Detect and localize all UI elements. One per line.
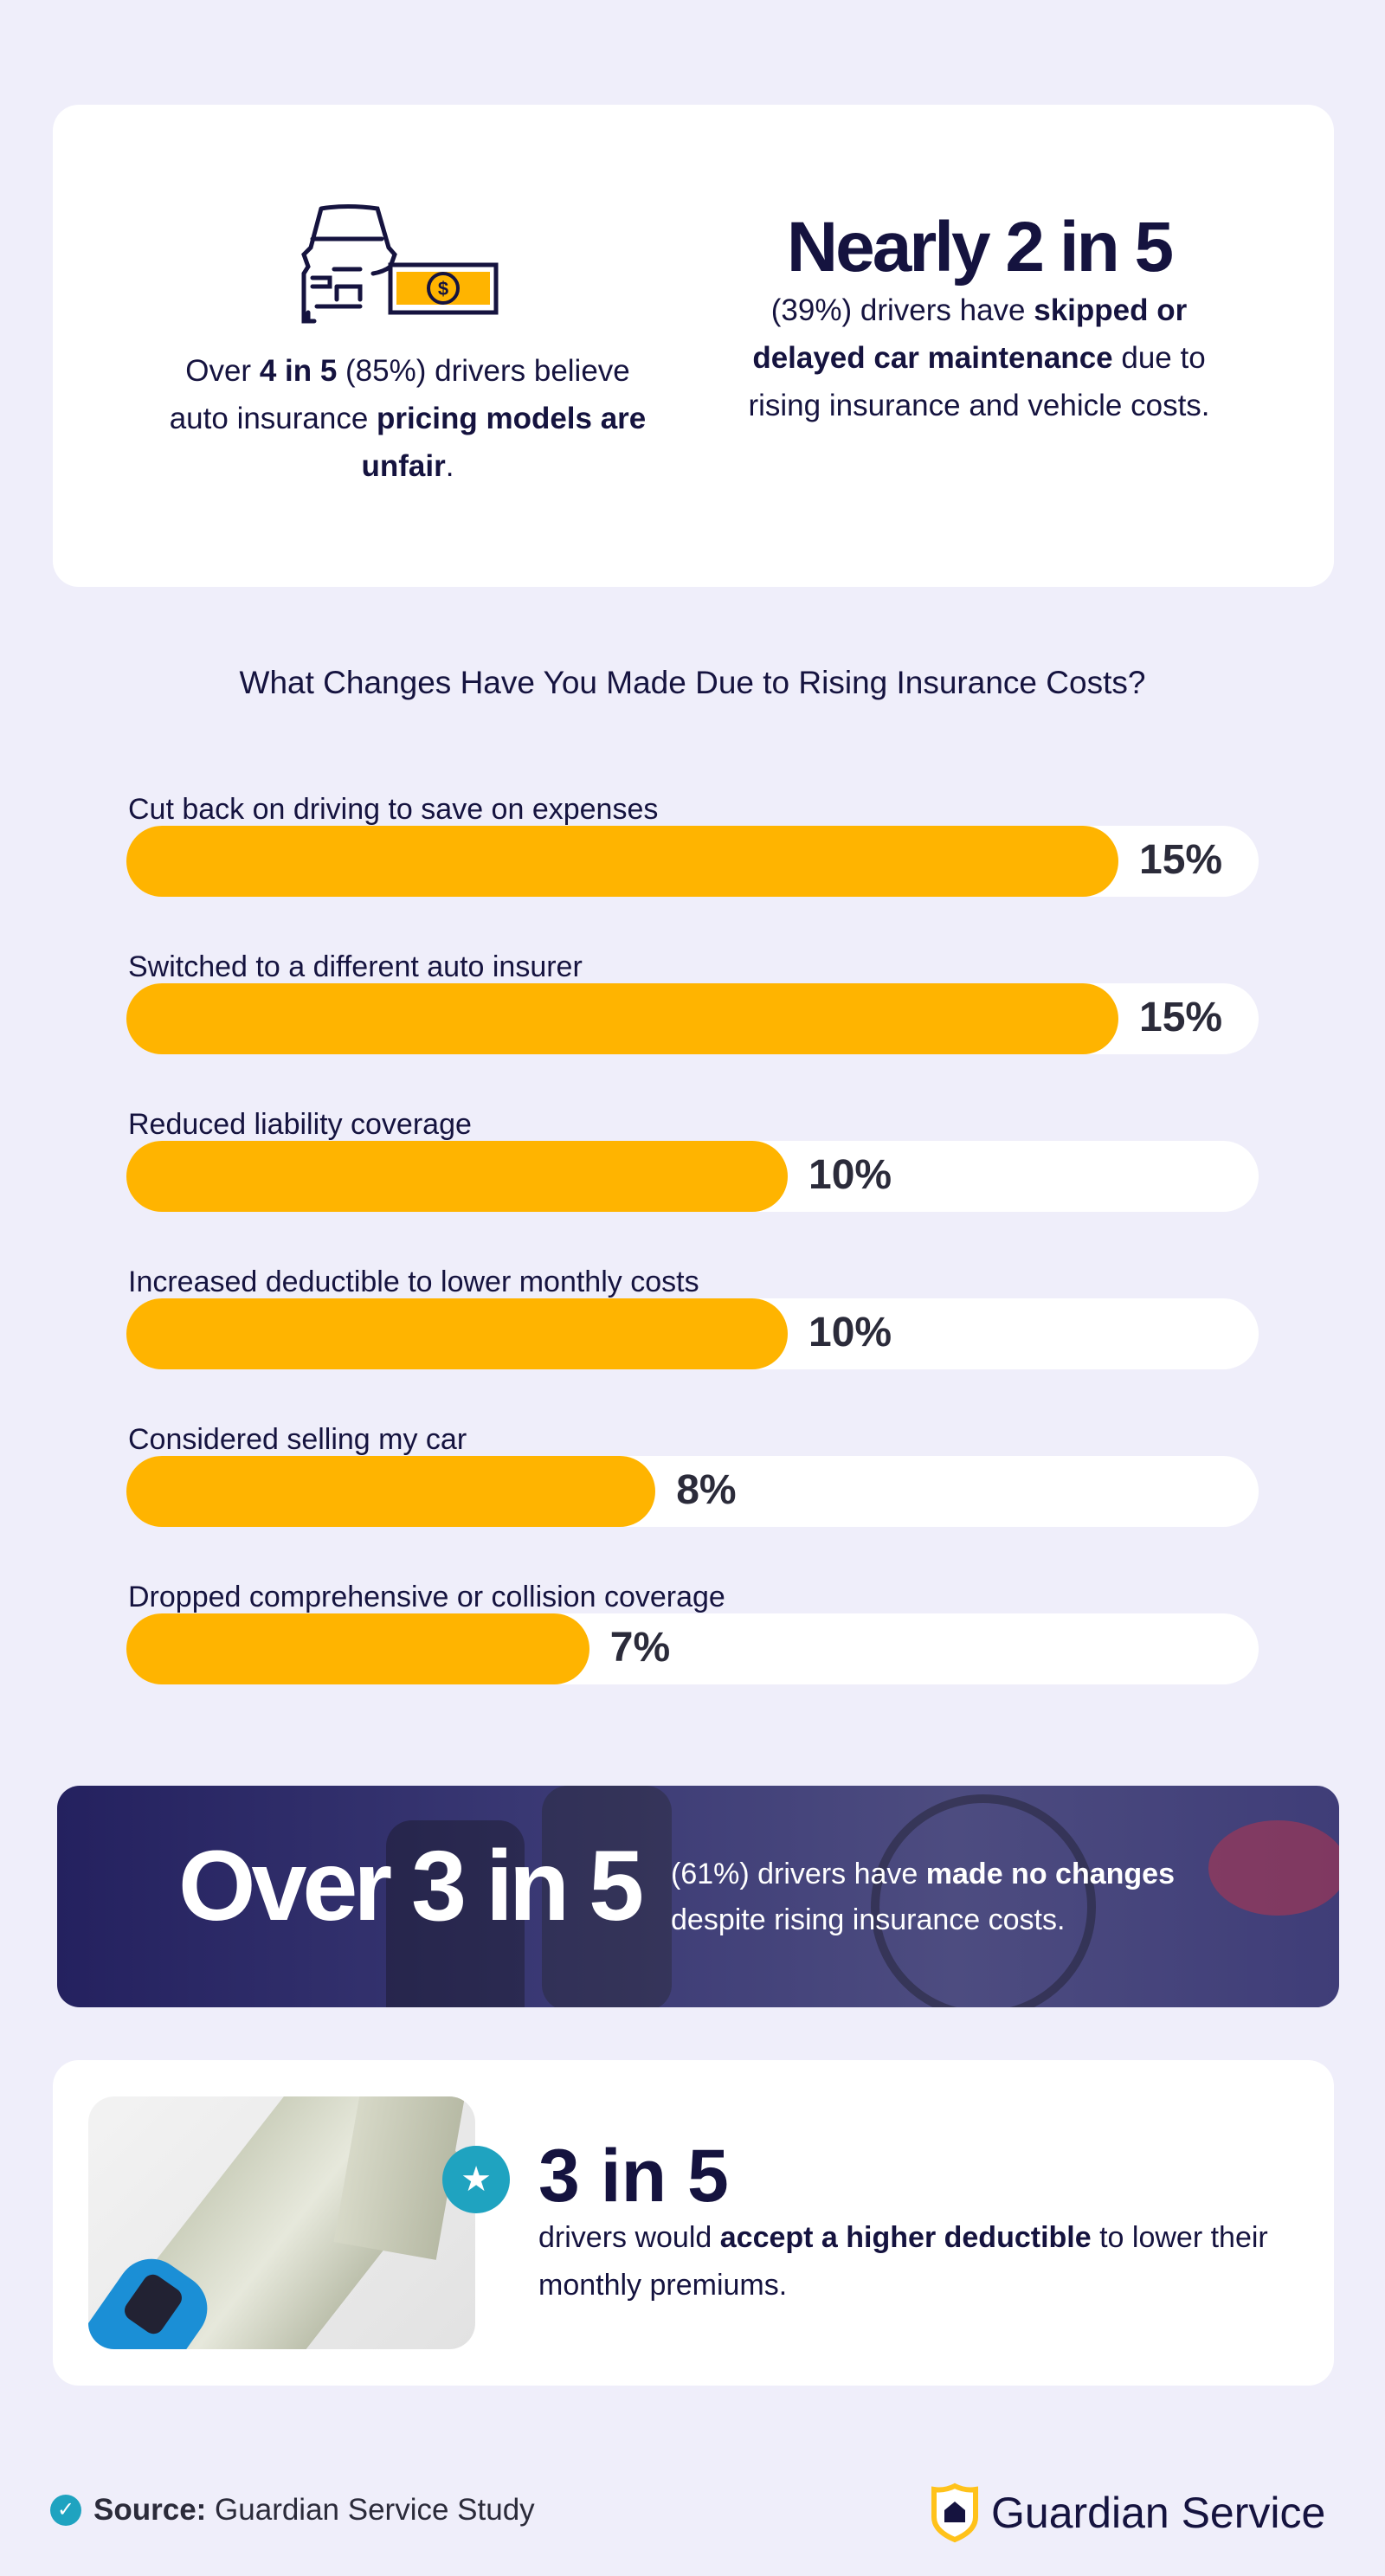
bar-track: 15% [126,983,1259,1054]
bar [126,826,1118,897]
bar-label: Switched to a different auto insurer [128,950,583,983]
bar-track: 8% [126,1456,1259,1527]
shield-house-icon [931,2483,978,2543]
brand-name: Guardian Service [991,2489,1326,2537]
check-icon: ✓ [50,2495,81,2526]
bar-value-label: 15% [1139,837,1223,883]
bar-track: 7% [126,1613,1259,1684]
source-label: Source: [93,2493,207,2527]
stat-headline-maintenance: Nearly 2 in 5 [786,208,1174,287]
deductible-text: drivers would accept a higher deductible… [538,2221,1268,2302]
deductible-headline: 3 in 5 [538,2135,729,2218]
svg-text:$: $ [438,278,448,299]
chart-title: What Changes Have You Made Due to Rising… [239,665,1146,700]
banner-headline: Over 3 in 5 [178,1831,644,1942]
bar-track: 15% [126,826,1259,897]
bar [126,983,1118,1054]
stat-unfair-pricing: Over 4 in 5 (85%) drivers believe auto i… [169,354,647,483]
bar [126,1141,788,1212]
bar-value-label: 8% [676,1467,737,1513]
bar-track: 10% [126,1141,1259,1212]
bar [126,1298,788,1369]
no-changes-banner: Over 3 in 5 (61%) drivers have made no c… [57,1786,1339,2007]
brand-logo: Guardian Service [931,2483,1325,2543]
source-note: ✓ Source: Guardian Service Study [50,2493,535,2528]
car-money-icon: $ [301,204,499,324]
stat-maintenance-text: (39%) drivers have skipped or delayed ca… [748,293,1210,422]
bar-label: Reduced liability coverage [128,1108,472,1141]
bar-track: 10% [126,1298,1259,1369]
bar-value-label: 15% [1139,995,1223,1040]
bar [126,1456,656,1527]
source-text: Guardian Service Study [206,2493,535,2527]
bar-label: Considered selling my car [128,1423,467,1456]
bar-label: Cut back on driving to save on expenses [128,793,659,826]
top-stats-card: $ Over 4 in 5 (85%) drivers believe auto… [53,105,1334,587]
star-icon: ★ [442,2146,510,2213]
bar-value-label: 10% [808,1310,892,1356]
banner-text: (61%) drivers have made no changes despi… [671,1858,1175,1936]
deductible-card: ★ 3 in 5 drivers would accept a higher d… [53,2060,1334,2386]
bar-value-label: 10% [808,1152,892,1198]
car-on-money-image [88,2096,475,2349]
bar-label: Increased deductible to lower monthly co… [128,1265,699,1298]
bar-value-label: 7% [609,1625,671,1671]
bar-label: Dropped comprehensive or collision cover… [128,1581,725,1613]
bar [126,1613,589,1684]
